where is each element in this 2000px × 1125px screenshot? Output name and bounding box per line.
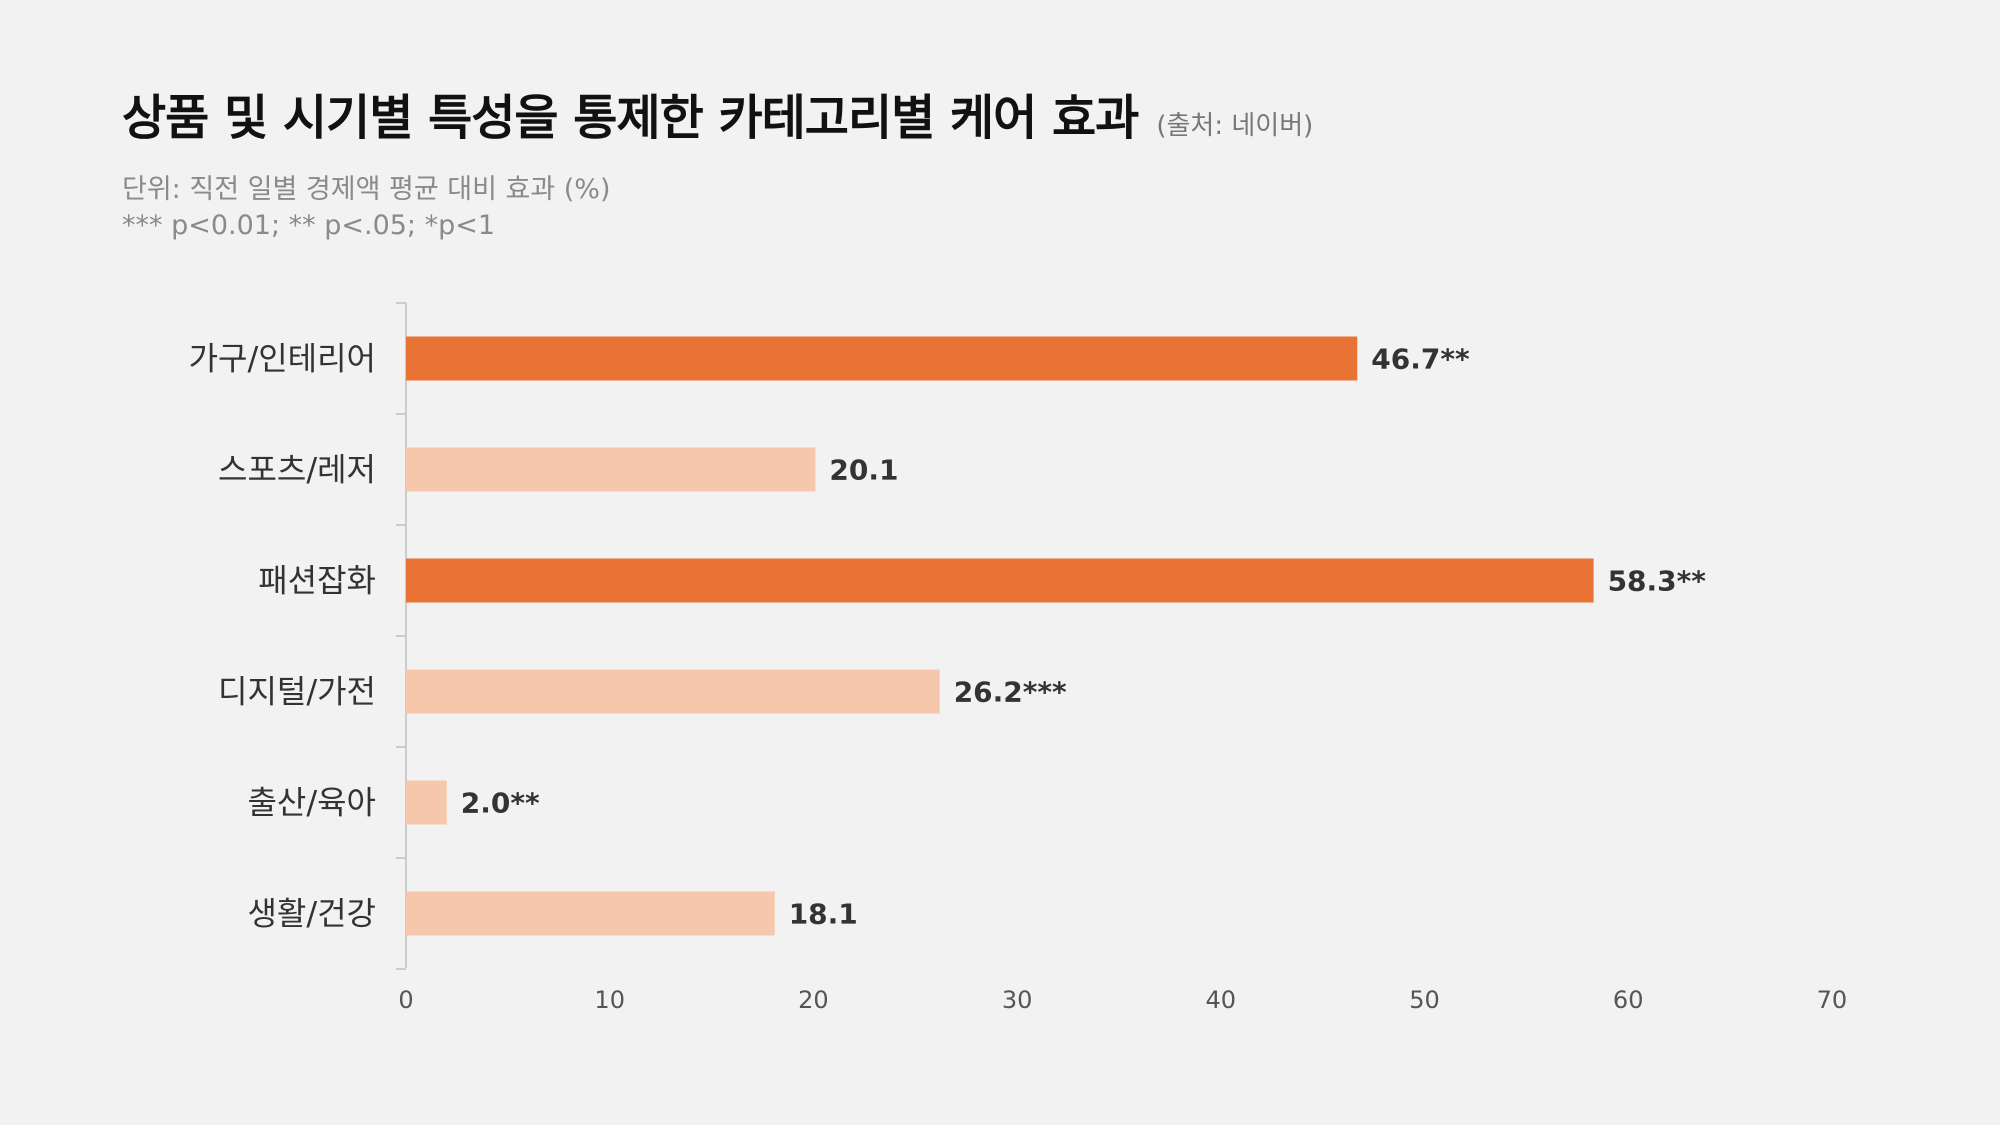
bar-5	[406, 891, 775, 936]
x-tick-label: 40	[1206, 986, 1237, 1014]
value-label: 26.2***	[954, 676, 1067, 709]
value-label: 2.0**	[461, 787, 540, 820]
chart-title: 상품 및 시기별 특성을 통제한 카테고리별 케어 효과	[122, 90, 1139, 146]
chart-source: (출처: 네이버)	[1156, 111, 1314, 141]
x-tick-label: 20	[798, 986, 829, 1014]
value-label: 46.7**	[1371, 343, 1470, 376]
category-label: 패션잡화	[258, 562, 376, 600]
category-label: 출산/육아	[247, 784, 376, 822]
significance-note: *** p<0.01; ** p<.05; *p<1	[122, 210, 496, 241]
x-tick-label: 10	[594, 986, 625, 1014]
bar-1	[406, 447, 816, 492]
category-label: 디지털/가전	[218, 673, 376, 711]
value-label: 58.3**	[1608, 565, 1707, 598]
unit-note: 단위: 직전 일별 경제액 평균 대비 효과 (%)	[122, 174, 611, 205]
chart-title-row: 상품 및 시기별 특성을 통제한 카테고리별 케어 효과 (출처: 네이버)	[122, 78, 1313, 148]
x-tick-label: 0	[398, 986, 413, 1014]
chart-subtitle: 단위: 직전 일별 경제액 평균 대비 효과 (%) *** p<0.01; *…	[122, 172, 611, 244]
bar-4	[406, 780, 447, 825]
category-label: 가구/인테리어	[189, 340, 376, 378]
bar-3	[406, 669, 940, 714]
x-tick-label: 50	[1409, 986, 1440, 1014]
value-label: 18.1	[789, 898, 858, 931]
category-label: 생활/건강	[247, 895, 376, 933]
x-tick-label: 60	[1613, 986, 1644, 1014]
value-label: 20.1	[829, 454, 898, 487]
bar-0	[406, 336, 1358, 381]
category-label: 스포츠/레저	[218, 451, 376, 489]
x-tick-label: 70	[1817, 986, 1848, 1014]
x-tick-label: 30	[1002, 986, 1033, 1014]
bar-2	[406, 558, 1594, 603]
